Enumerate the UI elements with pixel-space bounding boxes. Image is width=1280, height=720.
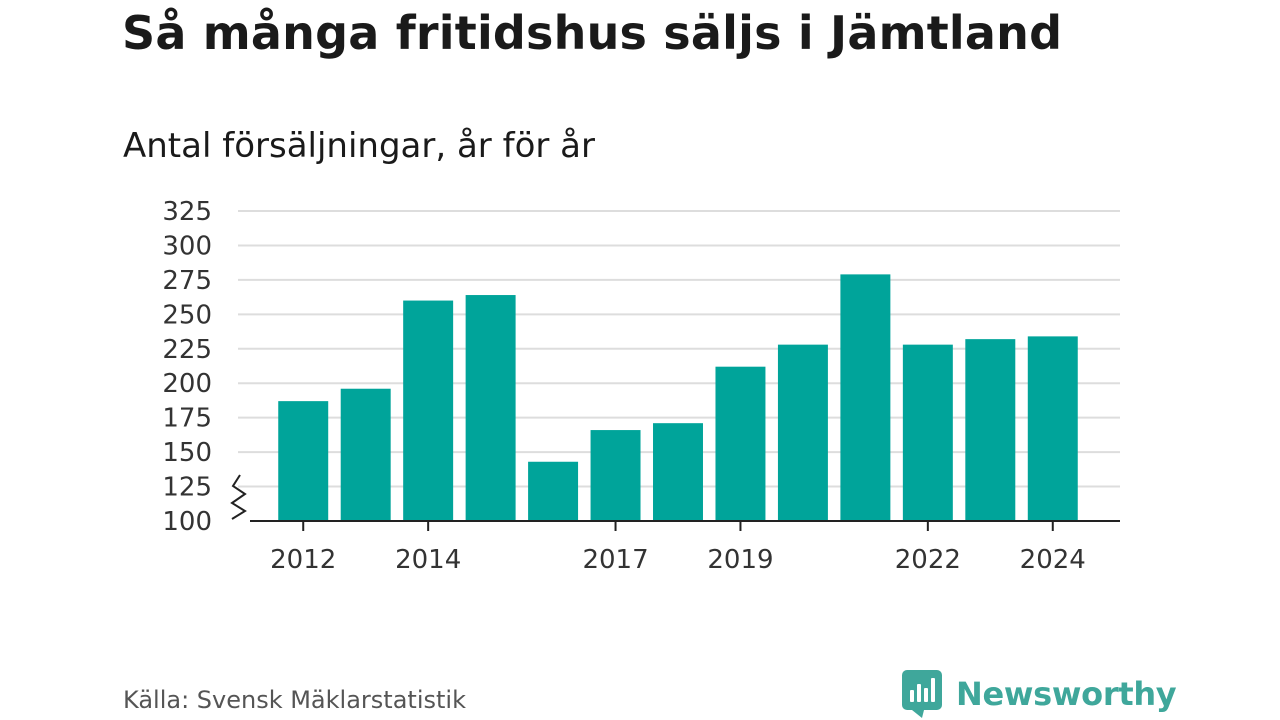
bar-2017 [590,430,641,521]
bars [278,274,1078,521]
y-tick-label: 100 [162,507,212,537]
bar-2014 [403,300,454,521]
brand-name: Newsworthy [956,675,1177,713]
bar-2018 [653,423,703,521]
brand-logo: Newsworthy [902,670,1177,718]
bar-2019 [715,366,766,521]
y-axis-tick-labels: 100 125 150 175 200 225 250 275 300 325 [162,197,212,537]
bar-2024 [1027,336,1078,521]
y-tick-label: 200 [162,369,212,399]
chart-subtitle: Antal försäljningar, år för år [123,126,595,166]
bar-2013 [340,388,391,521]
y-tick-label: 150 [162,438,212,468]
bar-2020 [777,344,828,521]
x-tick-label: 2019 [707,545,773,575]
x-tick-label: 2024 [1020,545,1086,575]
newsworthy-logo-icon [902,670,942,718]
x-tick-label: 2017 [582,545,648,575]
x-tick-label: 2014 [395,545,461,575]
x-tick-label: 2022 [895,545,961,575]
y-tick-label: 175 [162,404,212,434]
y-tick-label: 250 [162,300,212,330]
y-tick-label: 225 [162,335,212,365]
x-tick-label: 2012 [270,545,336,575]
bar-2022 [902,344,953,521]
bar-2021 [840,274,891,521]
bar-2016 [528,461,579,521]
y-tick-label: 325 [162,197,212,227]
y-tick-label: 300 [162,231,212,261]
bar-2015 [465,295,516,521]
x-axis-tick-labels: 2012 2014 2017 2019 2022 2024 [270,521,1086,575]
y-tick-label: 275 [162,266,212,296]
chart-title: Så många fritidshus säljs i Jämtland [122,6,1063,60]
bar-2012 [278,401,329,521]
source-note: Källa: Svensk Mäklarstatistik [123,686,466,714]
axis-break-icon [230,474,247,520]
bar-2023 [965,339,1016,521]
y-tick-label: 125 [162,473,212,503]
